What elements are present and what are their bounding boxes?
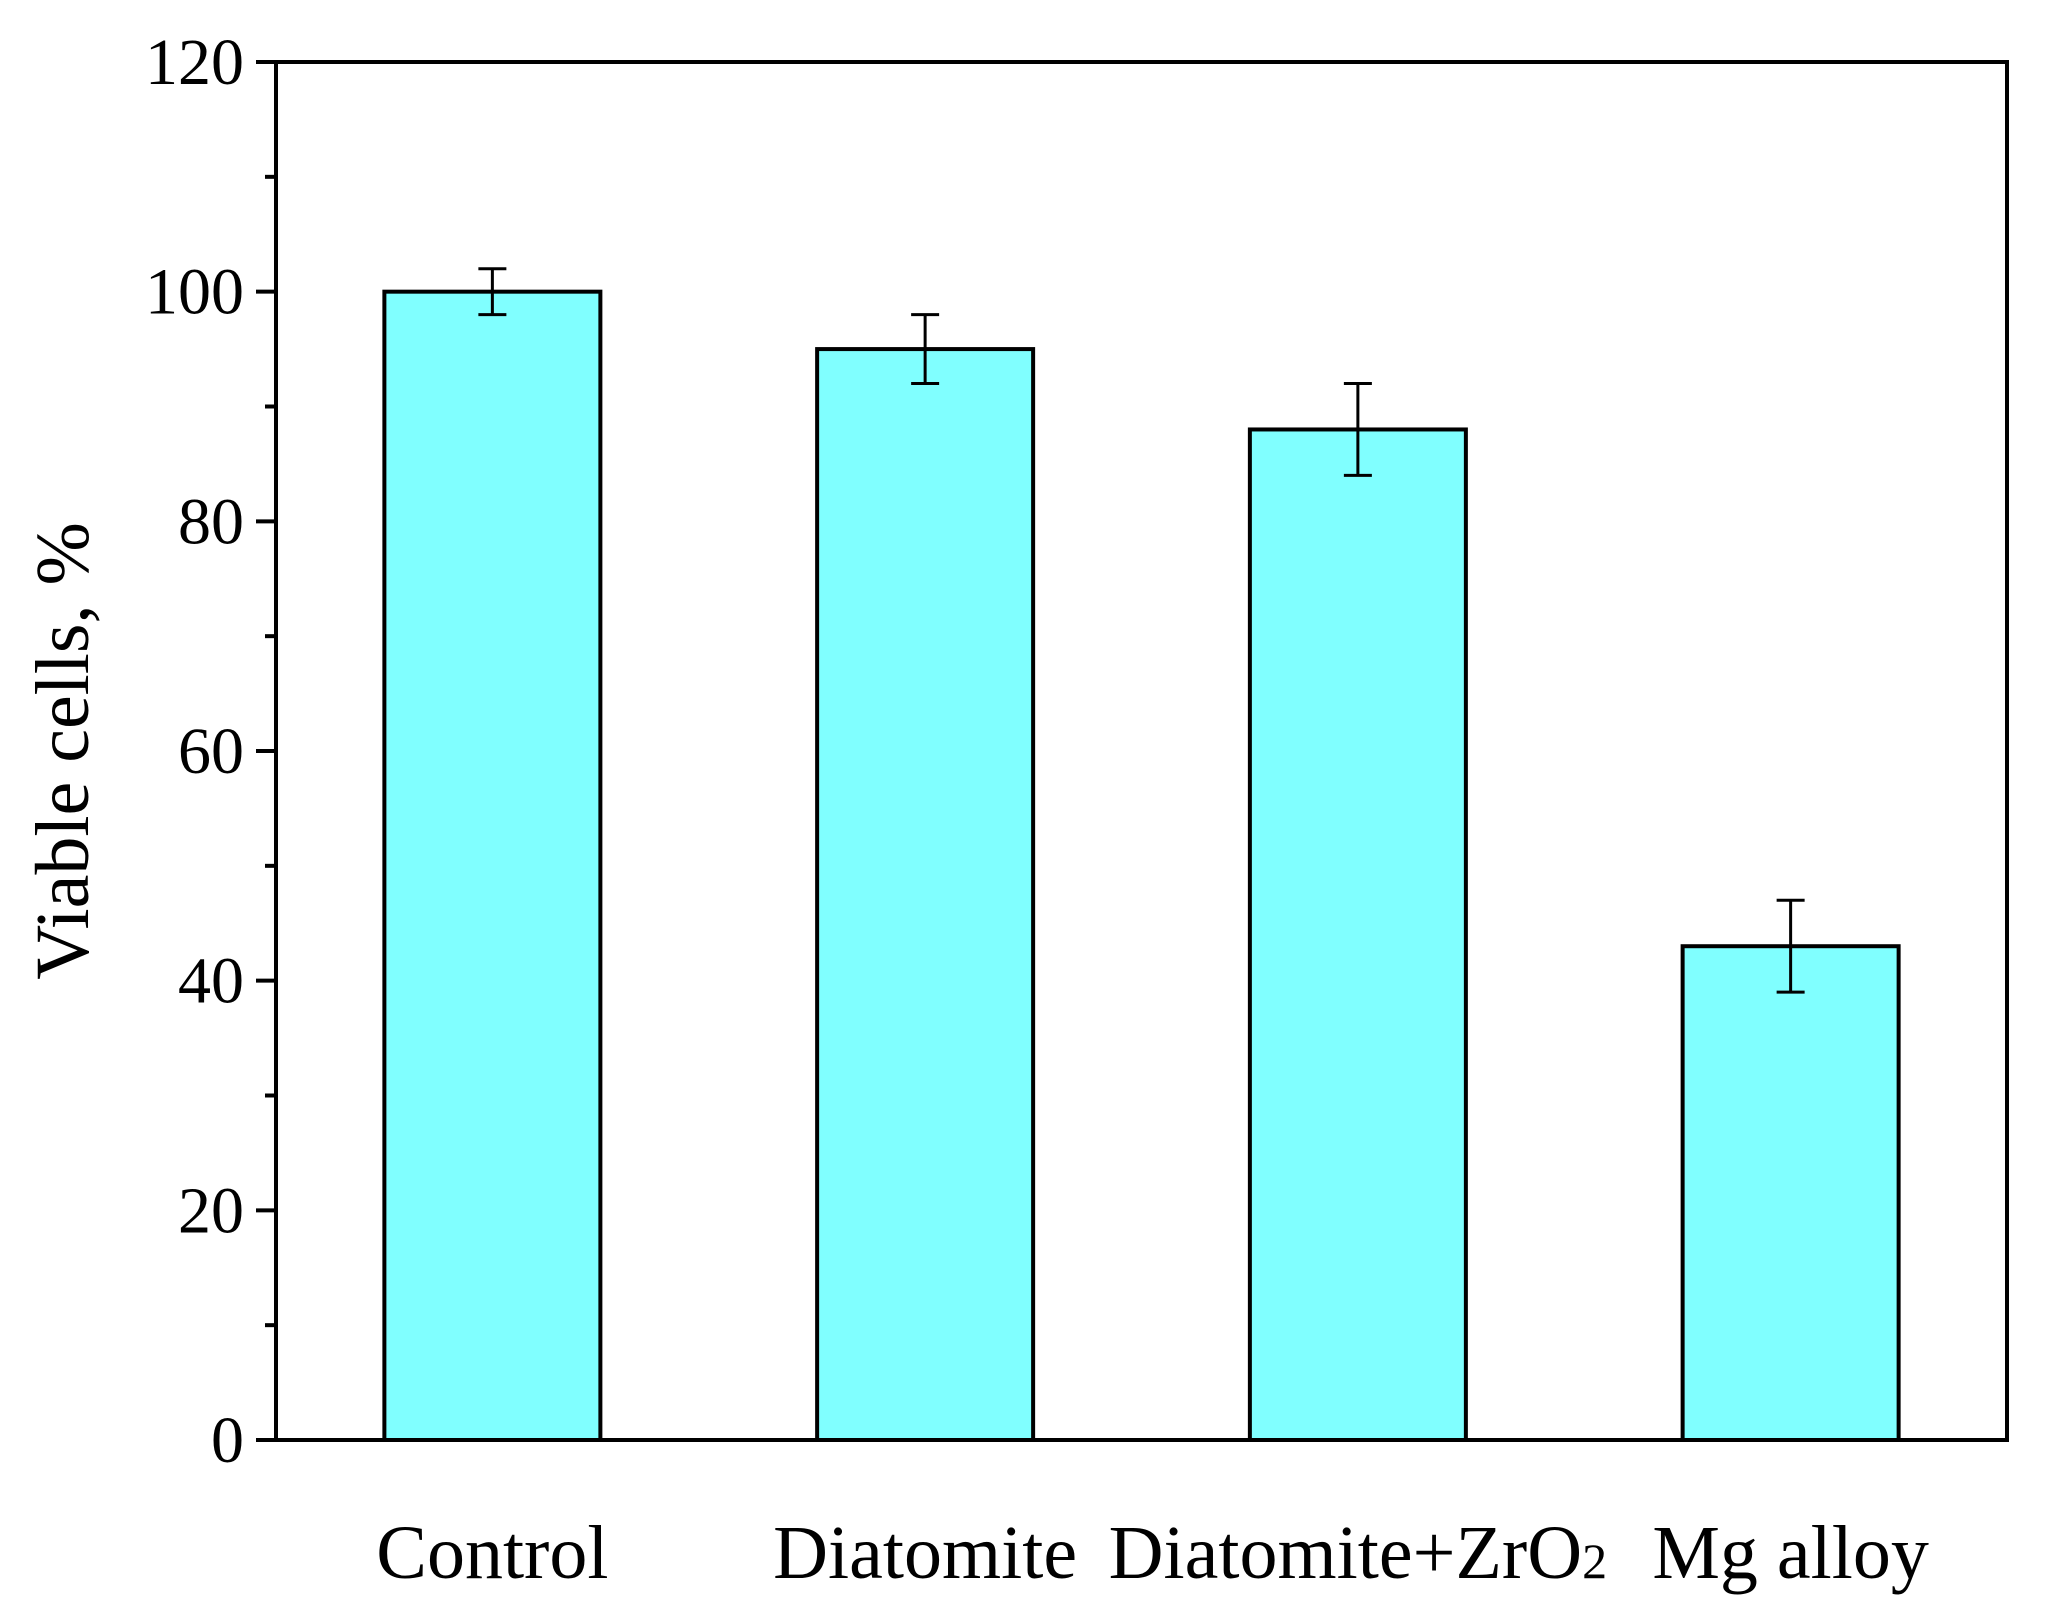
y-tick-label: 60 xyxy=(178,715,244,788)
bar xyxy=(815,347,1036,1442)
x-category-label-subscript: 2 xyxy=(1582,1533,1607,1589)
y-tick-label: 100 xyxy=(145,256,244,329)
bar xyxy=(1680,944,1901,1442)
bar xyxy=(382,289,603,1443)
x-category-label: Diatomite xyxy=(773,1511,1077,1595)
y-tick-label: 0 xyxy=(211,1404,244,1477)
bars-group xyxy=(382,289,1901,1443)
y-tick-label: 80 xyxy=(178,485,244,558)
y-tick-label: 20 xyxy=(178,1174,244,1247)
x-category-label: Diatomite+ZrO2 xyxy=(1109,1511,1607,1595)
error-bars-group xyxy=(478,267,1805,994)
y-axis-title: Viable cells, % xyxy=(21,522,105,980)
x-axis-labels: Control Diatomite Diatomite+ZrO2 Mg alloy xyxy=(376,1511,1929,1595)
y-tick-label: 40 xyxy=(178,945,244,1018)
bar xyxy=(1247,427,1468,1442)
x-category-label-main: Diatomite+ZrO xyxy=(1109,1511,1582,1595)
y-tick-label: 120 xyxy=(145,26,244,99)
x-category-label: Control xyxy=(376,1511,608,1595)
x-category-label: Mg alloy xyxy=(1652,1511,1929,1595)
plot-frame xyxy=(274,60,2009,1442)
y-axis: 0 20 40 60 80 100 120 xyxy=(145,26,276,1477)
x-category-label-main: Diatomite xyxy=(773,1511,1077,1595)
x-category-label-main: Control xyxy=(376,1511,608,1595)
x-category-label-main: Mg alloy xyxy=(1652,1511,1929,1595)
